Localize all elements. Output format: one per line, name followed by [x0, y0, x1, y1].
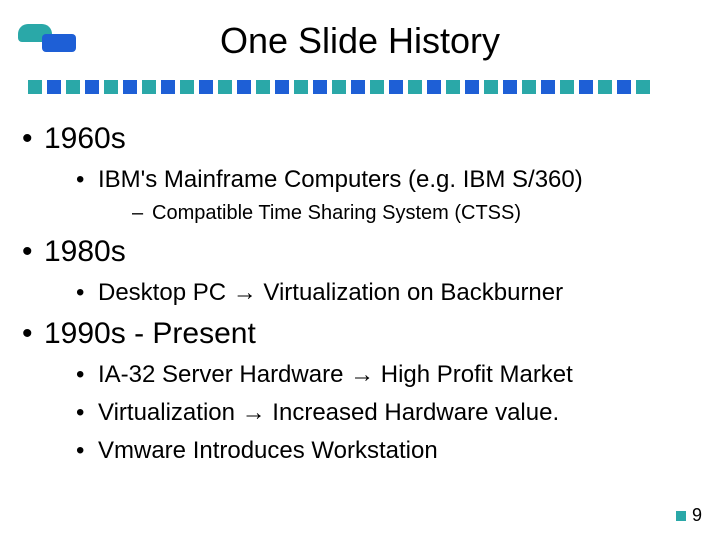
- divider-square: [579, 80, 593, 94]
- divider-square: [218, 80, 232, 94]
- divider-square: [237, 80, 251, 94]
- divider-square: [161, 80, 175, 94]
- logo-graphic: [18, 24, 78, 54]
- bullet-level-1: 1960s: [20, 122, 700, 156]
- divider-square: [484, 80, 498, 94]
- bullet-level-3: Compatible Time Sharing System (CTSS): [20, 202, 700, 225]
- page-number: 9: [692, 505, 702, 526]
- divider-square: [636, 80, 650, 94]
- divider-square: [142, 80, 156, 94]
- divider-square: [522, 80, 536, 94]
- divider-square: [85, 80, 99, 94]
- divider-square: [351, 80, 365, 94]
- divider-square: [370, 80, 384, 94]
- slide-footer: 9: [676, 505, 702, 526]
- divider-square: [389, 80, 403, 94]
- divider-square: [408, 80, 422, 94]
- divider-square: [199, 80, 213, 94]
- bullet-level-1: 1980s: [20, 235, 700, 269]
- bullet-level-1: 1990s - Present: [20, 317, 700, 351]
- divider-square: [123, 80, 137, 94]
- divider-square: [332, 80, 346, 94]
- logo-shape-blue: [42, 34, 76, 52]
- divider-square: [541, 80, 555, 94]
- divider-square: [617, 80, 631, 94]
- divider-square: [598, 80, 612, 94]
- divider-square: [503, 80, 517, 94]
- slide-content: 1960s IBM's Mainframe Computers (e.g. IBM…: [0, 102, 720, 465]
- slide-title: One Slide History: [0, 0, 720, 62]
- bullet-level-2: Vmware Introduces Workstation: [20, 437, 700, 465]
- divider-square: [256, 80, 270, 94]
- bullet-level-2: Desktop PC → Virtualization on Backburne…: [20, 279, 700, 307]
- divider-square: [313, 80, 327, 94]
- divider-square: [427, 80, 441, 94]
- footer-square-icon: [676, 511, 686, 521]
- divider-square: [180, 80, 194, 94]
- bullet-level-2: Virtualization → Increased Hardware valu…: [20, 399, 700, 427]
- divider-square: [446, 80, 460, 94]
- divider-square: [104, 80, 118, 94]
- divider-square: [560, 80, 574, 94]
- divider-square: [28, 80, 42, 94]
- bullet-level-2: IBM's Mainframe Computers (e.g. IBM S/36…: [20, 166, 700, 194]
- divider-square: [465, 80, 479, 94]
- divider-square: [275, 80, 289, 94]
- bullet-level-2: IA-32 Server Hardware → High Profit Mark…: [20, 361, 700, 389]
- divider-squares: [0, 62, 720, 102]
- divider-square: [294, 80, 308, 94]
- divider-square: [47, 80, 61, 94]
- divider-square: [66, 80, 80, 94]
